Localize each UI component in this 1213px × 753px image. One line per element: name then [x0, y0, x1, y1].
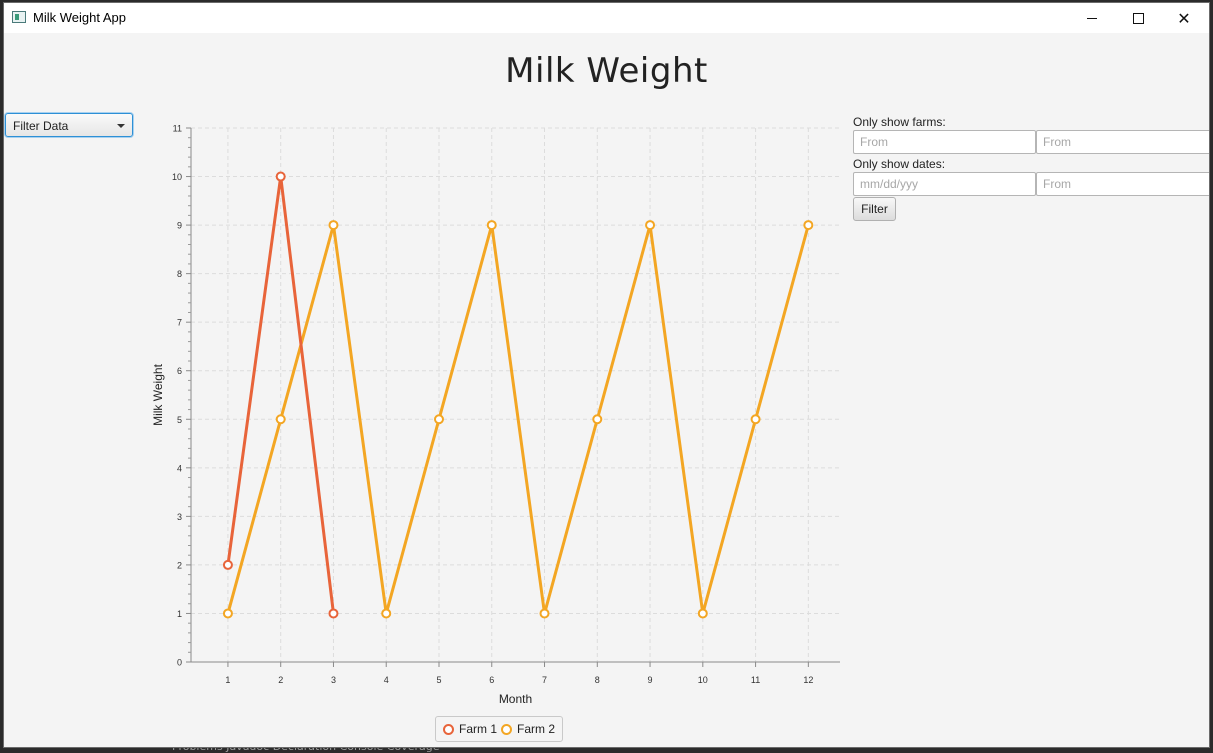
filter-data-dropdown[interactable]: Filter Data: [5, 113, 133, 137]
window-title: Milk Weight App: [33, 10, 126, 25]
y-tick-label: 9: [177, 221, 182, 231]
x-tick-label: 3: [331, 675, 336, 685]
y-axis-ticks: 0 1 2 3 4 5 6 7 8 9 10 11: [172, 124, 191, 668]
data-point-farm-2: [381, 608, 392, 619]
data-point-farm-2: [222, 608, 233, 619]
y-tick-label: 3: [177, 512, 182, 522]
x-tick-label: 2: [278, 675, 283, 685]
y-tick-label: 2: [177, 560, 182, 570]
minimize-button[interactable]: [1069, 3, 1115, 33]
x-tick-label: 9: [648, 675, 653, 685]
legend-symbol-farm-1: [443, 723, 454, 735]
y-tick-label: 11: [173, 124, 182, 134]
x-tick-label: 7: [542, 675, 547, 685]
chevron-down-icon: [117, 124, 125, 128]
x-tick-label: 6: [489, 675, 494, 685]
farms-filter-label: Only show farms:: [853, 115, 946, 129]
data-point-farm-2: [486, 220, 497, 231]
y-tick-label: 0: [177, 658, 182, 668]
chart-grid: [191, 127, 840, 663]
y-tick-label: 8: [177, 269, 182, 279]
y-tick-label: 6: [177, 366, 182, 376]
data-point-farm-2: [539, 608, 550, 619]
app-window: Milk Weight App ✕ Milk Weight Filter Dat…: [3, 2, 1210, 748]
data-point-farm-2: [433, 414, 444, 425]
app-icon: [12, 11, 26, 23]
data-point-farm-1: [275, 171, 286, 182]
x-tick-label: 12: [803, 675, 813, 685]
chart-series: [222, 171, 814, 619]
x-tick-label: 1: [225, 675, 230, 685]
data-point-farm-2: [750, 414, 761, 425]
date-from-input[interactable]: [853, 172, 1036, 196]
legend-symbol-farm-2: [501, 723, 513, 735]
data-point-farm-2: [328, 220, 339, 231]
y-tick-label: 7: [177, 318, 182, 328]
title-bar: Milk Weight App ✕: [4, 3, 1209, 33]
x-tick-label: 11: [751, 675, 760, 685]
y-tick-label: 1: [177, 609, 182, 619]
maximize-button[interactable]: [1115, 3, 1161, 33]
filter-button[interactable]: Filter: [853, 197, 896, 221]
dates-filter-label: Only show dates:: [853, 157, 946, 171]
dropdown-selected-value: Filter Data: [13, 119, 69, 133]
legend-item-farm-2: Farm 2: [501, 722, 555, 736]
farm-from-input[interactable]: [853, 130, 1036, 154]
data-point-farm-2: [645, 220, 656, 231]
legend-label-farm-1: Farm 1: [459, 722, 498, 736]
page-title: Milk Weight: [505, 51, 708, 91]
data-point-farm-2: [803, 220, 814, 231]
date-to-input[interactable]: [1036, 172, 1209, 196]
y-tick-label: 10: [172, 172, 182, 182]
data-point-farm-2: [275, 414, 286, 425]
x-axis-label: Month: [499, 692, 532, 706]
series-line-farm-2: [226, 223, 810, 615]
data-point-farm-1: [222, 559, 233, 570]
data-point-farm-1: [328, 608, 339, 619]
chart-axes: [190, 128, 840, 663]
data-point-farm-2: [697, 608, 708, 619]
data-point-farm-2: [592, 414, 603, 425]
close-button[interactable]: ✕: [1177, 8, 1191, 28]
y-tick-label: 5: [177, 415, 182, 425]
x-tick-label: 5: [436, 675, 441, 685]
x-tick-label: 4: [384, 675, 389, 685]
chart-legend: Farm 1 Farm 2: [435, 716, 564, 742]
y-axis-label: Milk Weight: [151, 363, 165, 425]
legend-label-farm-2: Farm 2: [517, 722, 556, 736]
x-axis-ticks: 1 2 3 4 5 6 7 8 9 10 11 12: [225, 662, 813, 685]
x-tick-label: 10: [698, 675, 708, 685]
farm-to-input[interactable]: [1036, 130, 1209, 154]
x-tick-label: 8: [595, 675, 600, 685]
legend-item-farm-1: Farm 1: [443, 722, 497, 736]
y-tick-label: 4: [177, 463, 182, 473]
